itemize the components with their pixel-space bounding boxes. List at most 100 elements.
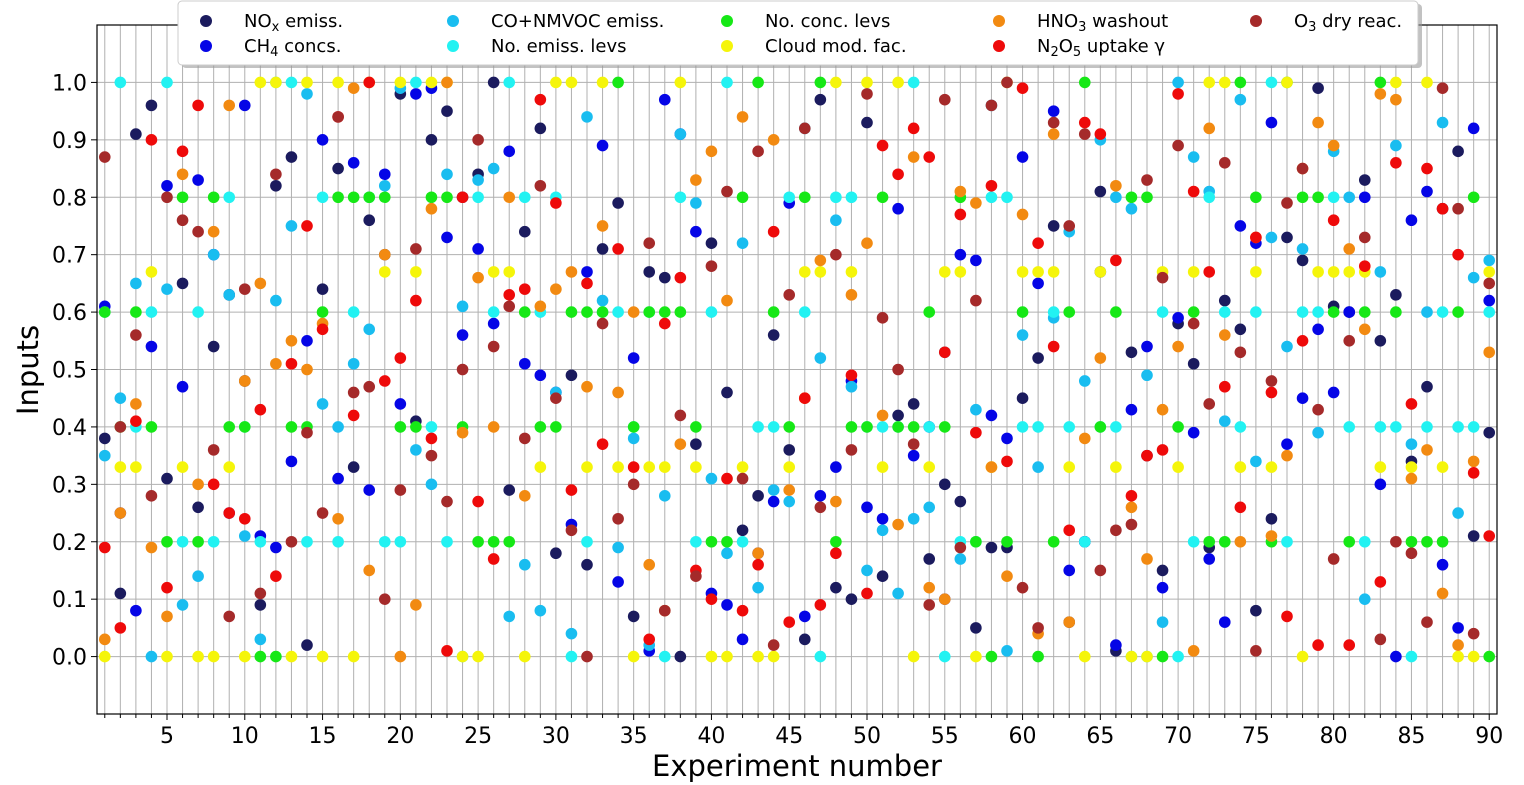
data-point (363, 380, 376, 393)
data-point (254, 535, 267, 548)
data-point (550, 76, 562, 89)
data-point (487, 266, 500, 278)
data-point (1125, 518, 1138, 531)
data-point (721, 535, 733, 548)
data-point (954, 185, 967, 198)
data-point (285, 151, 298, 163)
data-point (518, 191, 531, 204)
data-point (1234, 323, 1247, 336)
data-point (923, 151, 936, 163)
data-point (1483, 530, 1496, 542)
data-point (658, 490, 671, 502)
data-point (736, 191, 749, 204)
data-point (1452, 202, 1464, 215)
legend-marker (447, 40, 459, 52)
data-point (472, 174, 484, 186)
data-point (876, 421, 889, 433)
data-point (394, 421, 407, 433)
data-point (425, 202, 438, 215)
data-point (145, 306, 158, 318)
data-point (581, 111, 593, 123)
x-tick-label: 45 (775, 724, 803, 749)
data-point (1327, 306, 1340, 318)
data-point (1032, 352, 1044, 364)
y-tick-label: 0.7 (52, 244, 87, 269)
data-point (1218, 329, 1231, 341)
data-point (612, 386, 624, 399)
data-point (783, 444, 796, 456)
data-point (1187, 645, 1200, 657)
data-point (830, 581, 842, 594)
data-point (954, 553, 967, 565)
legend-label: Cloud mod. fac. (765, 36, 907, 57)
data-point (767, 421, 780, 433)
data-point (1421, 76, 1433, 89)
data-point (1483, 306, 1496, 318)
data-point (612, 461, 624, 473)
data-point (1405, 438, 1418, 450)
data-point (938, 346, 951, 359)
data-point (892, 587, 904, 600)
data-point (1218, 76, 1231, 89)
data-point (130, 604, 142, 617)
data-point (1436, 116, 1449, 129)
series-8 (98, 76, 1496, 663)
data-point (705, 535, 718, 548)
data-point (1374, 576, 1387, 588)
data-point (394, 398, 407, 410)
data-point (1312, 639, 1324, 651)
data-point (1032, 650, 1044, 663)
data-point (970, 535, 982, 548)
data-point (207, 444, 220, 456)
data-point (1156, 581, 1169, 594)
data-point (1156, 403, 1169, 416)
data-point (1312, 116, 1324, 129)
data-point (627, 461, 640, 473)
data-point (1265, 231, 1278, 244)
data-point (285, 535, 298, 548)
x-tick-label: 30 (542, 724, 570, 749)
data-point (487, 421, 500, 433)
legend-label: No. conc. levs (765, 11, 890, 32)
data-point (705, 650, 718, 663)
data-point (98, 633, 111, 646)
data-point (98, 306, 111, 318)
data-point (954, 248, 967, 261)
data-point (1016, 208, 1029, 221)
data-point (1203, 553, 1216, 565)
data-point (814, 352, 827, 364)
data-point (1110, 524, 1122, 537)
data-point (596, 438, 609, 450)
data-point (1296, 306, 1309, 318)
data-point (1172, 340, 1184, 353)
data-point (736, 535, 749, 548)
data-point (658, 461, 671, 473)
data-point (1187, 535, 1200, 548)
data-point (238, 421, 251, 433)
data-point (1016, 151, 1029, 163)
data-point (378, 535, 391, 548)
data-point (441, 495, 453, 508)
data-point (596, 317, 609, 330)
data-point (1390, 93, 1402, 106)
data-point (1063, 616, 1076, 628)
data-point (1374, 88, 1387, 100)
data-point (534, 421, 547, 433)
data-point (985, 191, 998, 204)
legend-label: CO+NMVOC emiss. (491, 11, 664, 32)
data-point (192, 535, 204, 548)
data-point (798, 610, 811, 623)
data-point (830, 547, 842, 560)
data-point (161, 581, 173, 594)
data-point (1358, 260, 1371, 272)
data-point (254, 587, 267, 600)
data-point (876, 524, 889, 537)
y-axis-label: Inputs (11, 325, 45, 415)
data-point (378, 375, 391, 387)
data-point (1001, 570, 1013, 582)
data-point (1374, 421, 1387, 433)
data-point (565, 369, 578, 382)
data-point (736, 604, 749, 617)
data-point (596, 294, 609, 307)
data-point (1125, 202, 1138, 215)
